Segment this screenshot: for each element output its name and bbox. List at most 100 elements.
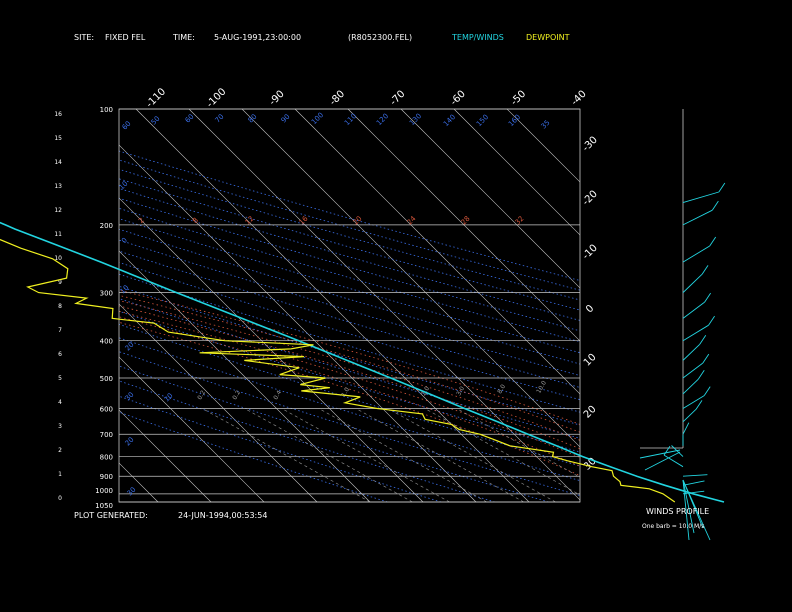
wind-barb	[682, 395, 705, 409]
dry-adiabat-label: 10	[163, 392, 175, 404]
mixing-ratio-label: 0.2	[196, 389, 207, 401]
dry-adiabat-label: 110	[343, 112, 358, 127]
isotherm-line	[119, 144, 477, 502]
legend-temp-winds: TEMP/WINDS	[452, 33, 504, 42]
moist-adiabat-label: 8	[191, 216, 200, 225]
wind-barb	[682, 378, 699, 395]
pressure-tick-label: 700	[100, 431, 113, 439]
moist-adiabat-line	[119, 321, 580, 477]
winds-profile-title: WINDS PROFILE	[646, 507, 710, 516]
wind-barb	[682, 422, 690, 435]
pressure-tick-label: 300	[100, 290, 113, 298]
pressure-tick-label: 100	[100, 106, 113, 114]
wind-barb-flag	[704, 292, 712, 303]
moist-adiabat-line	[119, 289, 580, 425]
isotherm-top-label: -40	[569, 89, 588, 108]
height-tick-label: 4	[58, 399, 62, 406]
dry-adiabat-label: 35	[540, 119, 552, 131]
pressure-tick-label: 1050	[95, 502, 113, 510]
dry-adiabat-label: 130	[408, 112, 423, 127]
moist-adiabat-label: 12	[244, 215, 256, 227]
dry-adiabat-label: 50	[150, 115, 162, 127]
wind-barb	[682, 324, 709, 342]
dry-adiabat-label: 10	[119, 284, 131, 296]
height-tick-label: 6	[58, 351, 62, 358]
pressure-tick-label: 1000	[95, 487, 113, 495]
file-name: (R8052300.FEL)	[348, 33, 413, 42]
mixing-ratio-label: 0.4	[272, 389, 283, 401]
moist-adiabat-label: 28	[460, 215, 472, 227]
mixing-ratio-line	[202, 408, 371, 502]
moist-adiabat-label: 32	[514, 215, 526, 227]
wind-barb	[682, 362, 704, 379]
height-tick-label: 16	[54, 111, 62, 118]
isotherm-right-label: -10	[581, 243, 600, 262]
isotherm-line	[241, 109, 580, 448]
moist-adiabat-label: 2	[137, 216, 146, 225]
wind-barb-flag	[718, 182, 726, 193]
isotherm-line	[347, 109, 580, 342]
plot-frame	[118, 108, 581, 503]
height-tick-label: 12	[54, 207, 62, 214]
mixing-ratio-line	[281, 408, 450, 502]
wind-barb	[682, 274, 703, 293]
temperature-profile-line	[0, 221, 725, 503]
wind-barb	[682, 209, 713, 226]
isotherm-line	[119, 356, 265, 502]
isotherm-top-label: -60	[449, 89, 468, 108]
mixing-ratio-label: 1.0	[340, 386, 351, 398]
isotherm-line	[0, 109, 52, 502]
dry-adiabat-line	[119, 150, 580, 281]
barb-note: One barb = 10.0 M/s	[642, 523, 705, 530]
legend-dewpoint: DEWPOINT	[526, 33, 570, 42]
dry-adiabat-line	[119, 323, 580, 467]
moist-adiabat-line	[119, 300, 580, 441]
pressure-tick-label: 500	[100, 375, 113, 383]
dry-adiabat-line	[119, 250, 580, 388]
wind-barb-flag	[709, 236, 717, 247]
isotherm-right-label: 0	[584, 303, 596, 315]
surface-wind-barb	[639, 449, 681, 459]
wind-barb-flag	[695, 400, 703, 410]
moist-adiabat-line	[119, 310, 580, 458]
isotherm-top-label: -80	[328, 89, 347, 108]
wind-barb	[682, 191, 719, 203]
surface-wind-barb	[644, 451, 681, 471]
isotherm-right-label: 30	[582, 456, 599, 473]
dry-adiabat-label: 30	[124, 391, 136, 403]
wind-barb	[663, 454, 684, 468]
mixing-ratio-line	[424, 408, 580, 496]
dry-adiabat-label: 150	[475, 113, 490, 128]
site-label: SITE:	[74, 33, 95, 42]
plot-generated-value: 24-JUN-1994,00:53:54	[178, 511, 268, 520]
isotherm-line	[119, 409, 212, 502]
dry-adiabat-line	[119, 411, 388, 502]
time-label: TIME:	[173, 33, 195, 42]
mixing-ratio-label: 10.0	[535, 380, 548, 395]
dewpoint-profile-line	[0, 238, 676, 503]
height-tick-label: 1	[58, 471, 62, 478]
isotherm-line	[188, 109, 580, 501]
dry-adiabat-line	[119, 310, 580, 453]
time-value: 5-AUG-1991,23:00:00	[214, 33, 302, 42]
moist-adiabat-line	[119, 294, 580, 433]
wind-barb	[682, 301, 705, 319]
wind-barb-flag	[711, 200, 719, 211]
dry-adiabat-label: 90	[280, 113, 292, 125]
dry-adiabat-label: 60	[121, 120, 133, 132]
pressure-tick-label: 800	[100, 454, 113, 462]
wind-barb	[682, 343, 701, 361]
dry-adiabat-label: 20	[124, 436, 136, 448]
dry-adiabat-label: 10	[118, 180, 130, 192]
isotherm-line	[119, 250, 371, 502]
isotherm-top-label: -90	[267, 89, 286, 108]
isotherm-right-label: -20	[581, 189, 600, 208]
isotherm-line	[294, 109, 580, 395]
pressure-tick-label: 600	[100, 405, 113, 413]
mixing-ratio-label: 3.0	[455, 385, 466, 397]
mixing-ratio-label: 2.0	[420, 385, 431, 397]
dry-adiabat-label: 120	[375, 112, 390, 127]
dry-adiabat-line	[119, 188, 580, 321]
grid-group	[0, 109, 580, 502]
isotherm-right-label: 20	[582, 404, 599, 421]
